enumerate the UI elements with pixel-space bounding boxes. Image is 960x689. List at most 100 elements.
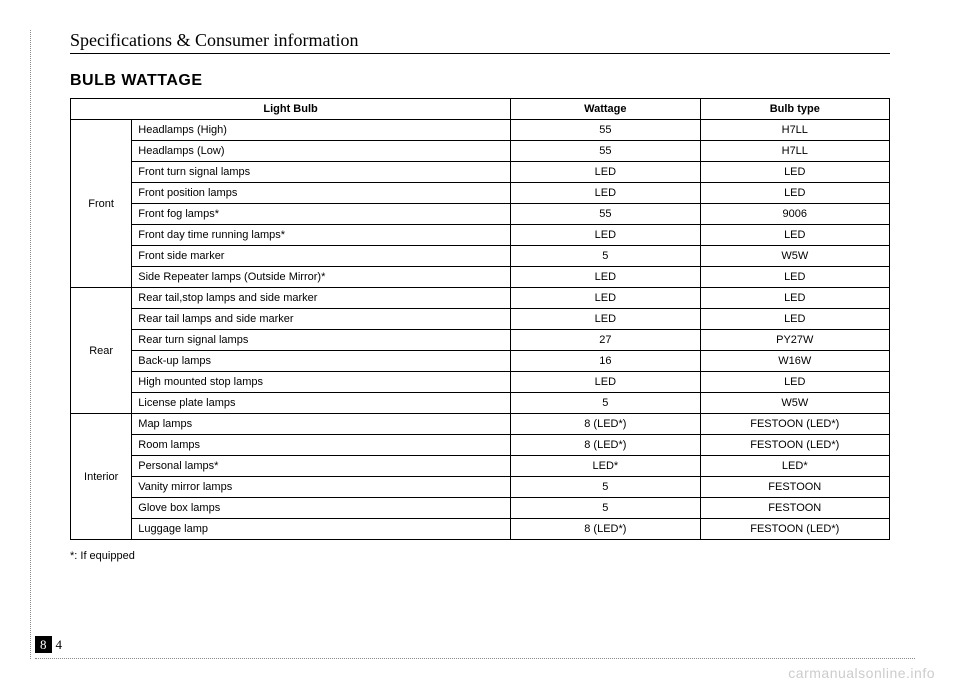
bulbtype-cell: LED [700, 309, 889, 330]
col-light-bulb: Light Bulb [71, 99, 511, 120]
page-title: BULB WATTAGE [70, 72, 890, 90]
table-row: Front turn signal lampsLEDLED [71, 162, 890, 183]
table-row: High mounted stop lampsLEDLED [71, 372, 890, 393]
table-row: FrontHeadlamps (High)55H7LL [71, 120, 890, 141]
item-cell: Headlamps (High) [132, 120, 511, 141]
table-row: Front side marker5W5W [71, 246, 890, 267]
chapter-number: 8 [35, 636, 52, 653]
bulbtype-cell: FESTOON [700, 477, 889, 498]
bulbtype-cell: W5W [700, 393, 889, 414]
item-cell: Front side marker [132, 246, 511, 267]
table-row: Side Repeater lamps (Outside Mirror)*LED… [71, 267, 890, 288]
item-cell: Rear turn signal lamps [132, 330, 511, 351]
item-cell: Front position lamps [132, 183, 511, 204]
wattage-cell: LED [511, 162, 700, 183]
bulbtype-cell: FESTOON (LED*) [700, 435, 889, 456]
table-row: RearRear tail,stop lamps and side marker… [71, 288, 890, 309]
group-label: Rear [71, 288, 132, 414]
group-label: Front [71, 120, 132, 288]
wattage-cell: LED [511, 288, 700, 309]
bulbtype-cell: LED [700, 267, 889, 288]
item-cell: Vanity mirror lamps [132, 477, 511, 498]
table-row: InteriorMap lamps8 (LED*)FESTOON (LED*) [71, 414, 890, 435]
wattage-cell: 5 [511, 498, 700, 519]
table-row: Front position lampsLEDLED [71, 183, 890, 204]
wattage-cell: LED [511, 372, 700, 393]
item-cell: Side Repeater lamps (Outside Mirror)* [132, 267, 511, 288]
table-row: Glove box lamps5FESTOON [71, 498, 890, 519]
wattage-cell: 8 (LED*) [511, 435, 700, 456]
item-cell: Luggage lamp [132, 519, 511, 540]
wattage-cell: 8 (LED*) [511, 519, 700, 540]
wattage-cell: LED [511, 309, 700, 330]
wattage-cell: 8 (LED*) [511, 414, 700, 435]
bulb-wattage-table: Light Bulb Wattage Bulb type FrontHeadla… [70, 98, 890, 540]
wattage-cell: LED [511, 183, 700, 204]
wattage-cell: 27 [511, 330, 700, 351]
wattage-cell: 55 [511, 204, 700, 225]
bulbtype-cell: LED [700, 162, 889, 183]
header-rule: Specifications & Consumer information [70, 30, 890, 54]
table-row: Front fog lamps*559006 [71, 204, 890, 225]
bulbtype-cell: LED [700, 288, 889, 309]
table-row: Back-up lamps16W16W [71, 351, 890, 372]
item-cell: High mounted stop lamps [132, 372, 511, 393]
bulbtype-cell: W16W [700, 351, 889, 372]
watermark: carmanualsonline.info [788, 665, 935, 681]
col-wattage: Wattage [511, 99, 700, 120]
footer-dotted-rule [35, 658, 915, 659]
item-cell: Rear tail,stop lamps and side marker [132, 288, 511, 309]
wattage-cell: LED [511, 267, 700, 288]
bulbtype-cell: LED* [700, 456, 889, 477]
item-cell: Front turn signal lamps [132, 162, 511, 183]
page-number: 84 [35, 636, 66, 653]
wattage-cell: 55 [511, 120, 700, 141]
table-row: Personal lamps*LED*LED* [71, 456, 890, 477]
table-row: Rear tail lamps and side markerLEDLED [71, 309, 890, 330]
wattage-cell: 5 [511, 477, 700, 498]
item-cell: Personal lamps* [132, 456, 511, 477]
bulbtype-cell: PY27W [700, 330, 889, 351]
col-bulb-type: Bulb type [700, 99, 889, 120]
bulbtype-cell: 9006 [700, 204, 889, 225]
wattage-cell: 16 [511, 351, 700, 372]
item-cell: Front fog lamps* [132, 204, 511, 225]
group-label: Interior [71, 414, 132, 540]
item-cell: Front day time running lamps* [132, 225, 511, 246]
table-row: Rear turn signal lamps27PY27W [71, 330, 890, 351]
item-cell: Back-up lamps [132, 351, 511, 372]
item-cell: Headlamps (Low) [132, 141, 511, 162]
wattage-cell: LED [511, 225, 700, 246]
item-cell: Glove box lamps [132, 498, 511, 519]
page-content: Specifications & Consumer information BU… [70, 30, 890, 562]
wattage-cell: 5 [511, 246, 700, 267]
left-dotted-rule [30, 30, 31, 659]
item-cell: Map lamps [132, 414, 511, 435]
bulbtype-cell: FESTOON [700, 498, 889, 519]
bulbtype-cell: LED [700, 372, 889, 393]
page-footer: 84 [35, 636, 915, 659]
bulbtype-cell: FESTOON (LED*) [700, 414, 889, 435]
bulbtype-cell: FESTOON (LED*) [700, 519, 889, 540]
bulbtype-cell: LED [700, 183, 889, 204]
wattage-cell: 5 [511, 393, 700, 414]
wattage-cell: 55 [511, 141, 700, 162]
table-row: Front day time running lamps*LEDLED [71, 225, 890, 246]
footnote: *: If equipped [70, 550, 890, 562]
table-row: Room lamps8 (LED*)FESTOON (LED*) [71, 435, 890, 456]
table-row: Headlamps (Low)55H7LL [71, 141, 890, 162]
table-row: License plate lamps5W5W [71, 393, 890, 414]
bulbtype-cell: H7LL [700, 141, 889, 162]
bulbtype-cell: LED [700, 225, 889, 246]
bulbtype-cell: H7LL [700, 120, 889, 141]
bulbtype-cell: W5W [700, 246, 889, 267]
item-cell: Rear tail lamps and side marker [132, 309, 511, 330]
page-number-value: 4 [52, 636, 67, 653]
wattage-cell: LED* [511, 456, 700, 477]
section-header: Specifications & Consumer information [70, 30, 358, 50]
item-cell: License plate lamps [132, 393, 511, 414]
table-header-row: Light Bulb Wattage Bulb type [71, 99, 890, 120]
table-row: Luggage lamp8 (LED*)FESTOON (LED*) [71, 519, 890, 540]
item-cell: Room lamps [132, 435, 511, 456]
table-row: Vanity mirror lamps5FESTOON [71, 477, 890, 498]
